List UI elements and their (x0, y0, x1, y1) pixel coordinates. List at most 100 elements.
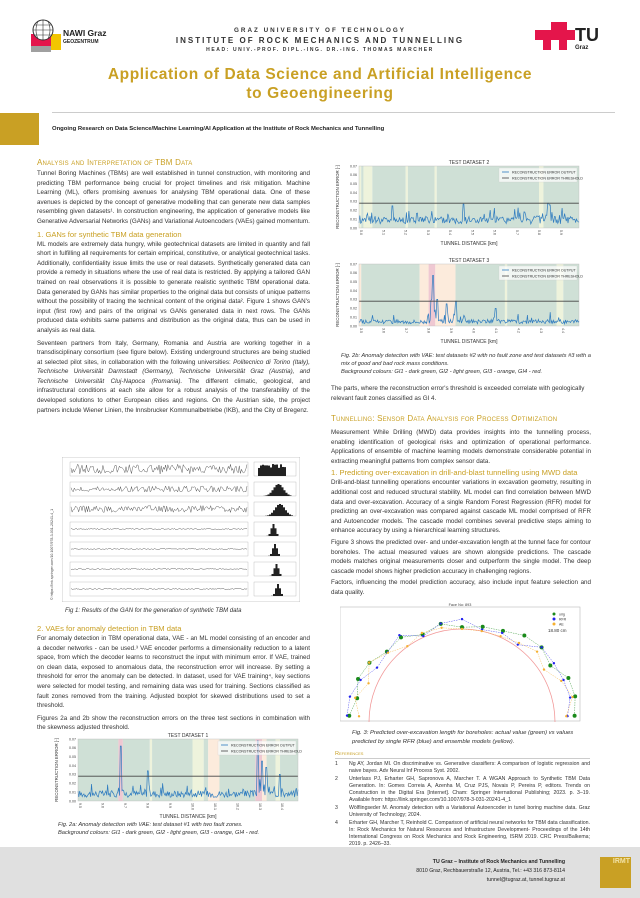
borehole-point (420, 631, 424, 635)
histogram-bar (278, 553, 280, 556)
histogram-bar (274, 464, 276, 476)
poster-title-line-1: Application of Data Science and Artifici… (107, 66, 533, 83)
histogram-bar (276, 533, 279, 536)
series-line (70, 567, 248, 570)
borehole-point (562, 678, 565, 682)
fig2b-chart-dataset-3: TEST DATASET 3 0.00 0.01 0.02 0.03 0.04 0.05 0.… (335, 258, 583, 345)
borehole-point (398, 633, 401, 637)
histogram-bar (283, 490, 286, 496)
references-heading: References (335, 751, 590, 759)
legend-label: RFR (559, 617, 567, 621)
y-tick-label: 0.00 (350, 324, 357, 328)
zone-gi2 (275, 739, 281, 801)
zone-gi1 (152, 739, 193, 801)
institute-name: INSTITUTE OF ROCK MECHANICS AND TUNNELLI… (175, 36, 465, 45)
footer-org: TU Graz – Institute of Rock Mechanics an… (432, 859, 565, 865)
borehole-point (517, 641, 521, 645)
histogram-bar (277, 568, 280, 576)
mwd-paragraph: Measurement While Drilling (MWD) data pr… (331, 429, 591, 465)
x-tick-label: 5.9 (559, 230, 563, 235)
borehole-point (460, 627, 464, 631)
x-tick-label: 4.1 (494, 328, 498, 333)
zone-gi2 (539, 166, 544, 228)
zone-gi2 (363, 166, 373, 228)
plot-frame (77, 738, 299, 802)
fig2a-caption-line-2: Background colours: GI1 - dark green, GI… (58, 830, 260, 836)
histogram-bar (264, 465, 266, 476)
zone-gi2 (149, 739, 153, 801)
x-tick-label: 5.2 (404, 230, 408, 235)
histogram-bar (276, 464, 278, 476)
x-tick-label: 4.3 (539, 328, 543, 333)
borehole-point (480, 624, 485, 629)
x-tick-label: 9.5 (78, 803, 82, 808)
borehole-point (406, 644, 409, 648)
reference-text: Ng AY, Jordan MI. On discriminative vs. … (349, 761, 590, 774)
x-tick-label: 5.0 (359, 230, 363, 235)
fig1-caption: Fig 1: Results of the GAN for the genera… (65, 608, 242, 614)
partners-text: Seventeen partners from Italy, Germany, … (37, 339, 310, 366)
figure-frame (62, 457, 300, 602)
borehole-point (516, 643, 519, 646)
series-panel (69, 501, 249, 517)
zone-gi2 (504, 264, 508, 326)
borehole-point (398, 635, 403, 640)
chart-title: TEST DATASET 1 (168, 733, 209, 739)
histogram-bar (285, 510, 287, 516)
nawi-name: NAWI Graz (63, 28, 107, 38)
y-axis-label: RECONSTRUCTION ERROR [-] (335, 263, 340, 327)
footer-address[interactable]: 8010 Graz, Rechbauerstraße 12, Austria, … (416, 868, 565, 874)
reference-number: 4 (335, 820, 338, 826)
fig2b-caption: Fig. 2b: Anomaly detection with VAE: tes… (341, 352, 591, 376)
universities-text: Politecnico di Torino (Italy), Technisch… (37, 358, 310, 385)
section-heading-mwd: Tunnelling: Sensor Data Analysis for Pro… (331, 414, 558, 423)
borehole-point (356, 676, 361, 681)
gan-paragraph: ML models are extremely data hungry, whi… (37, 240, 310, 334)
zone-gi1 (203, 739, 209, 801)
reconstruction-error-line (358, 275, 580, 326)
borehole-point (357, 715, 361, 718)
poster-title-line-2: to Geoengineering (246, 85, 394, 102)
histogram-bar (289, 495, 292, 496)
section-heading-tbm: Analysis and Interpretation of TBM Data (37, 158, 193, 167)
x-tick-label: 4.0 (471, 328, 475, 333)
series-panel (69, 541, 249, 557)
series-panel (69, 461, 249, 477)
borehole-point (499, 635, 502, 638)
histogram-bar (269, 492, 272, 496)
tu-graz-logo: TU Graz (535, 22, 600, 64)
accent-square (0, 113, 39, 145)
subheading-vae: 2. VAEs for anomaly detection in TBM dat… (37, 624, 182, 633)
head-of-institute: HEAD: UNIV.-PROF. DIPL.-ING. DR.-ING. TH… (206, 47, 434, 53)
borehole-point (522, 633, 527, 638)
x-tick-label: 5.7 (515, 230, 519, 235)
tu-blocks-icon (535, 22, 575, 50)
series-line (70, 528, 248, 530)
tbm-paragraph: Tunnel Boring Machines (TBMs) are well e… (37, 170, 310, 225)
histogram-bar (276, 548, 278, 556)
x-tick-label: 5.6 (493, 230, 497, 235)
legend-label: RECONSTRUCTION ERROR OUTPUT (512, 170, 576, 174)
x-tick-label: 10.4 (280, 803, 284, 810)
zone-gi1 (266, 739, 276, 801)
footer-contact[interactable]: tunnel@tugraz.at, tunnel.tugraz.at (486, 877, 565, 883)
reconstruction-error-line (77, 740, 299, 799)
borehole-point (572, 713, 577, 718)
footer: TU Graz – Institute of Rock Mechanics an… (0, 847, 640, 898)
zone-gi1 (455, 264, 505, 326)
plot-frame (358, 165, 580, 229)
legend-label: RECONSTRUCTION ERROR THRESHOLD (512, 176, 583, 180)
reference-item: 1 Ng AY, Jordan MI. On discriminative vs.… (335, 761, 590, 775)
legend-label: RECONSTRUCTION ERROR THRESHOLD (231, 749, 302, 753)
histogram-bar (277, 504, 279, 516)
histogram-bar (265, 495, 268, 496)
borehole-point (359, 678, 362, 682)
y-tick-label: 0.04 (69, 764, 76, 768)
histogram-bar (268, 465, 270, 476)
plot-frame (358, 263, 580, 327)
x-tick-label: 5.4 (448, 230, 452, 235)
histogram-bar (270, 553, 272, 556)
y-tick-label: 0.07 (350, 164, 357, 168)
reference-number: 1 (335, 761, 338, 767)
reference-number: 2 (335, 776, 338, 782)
